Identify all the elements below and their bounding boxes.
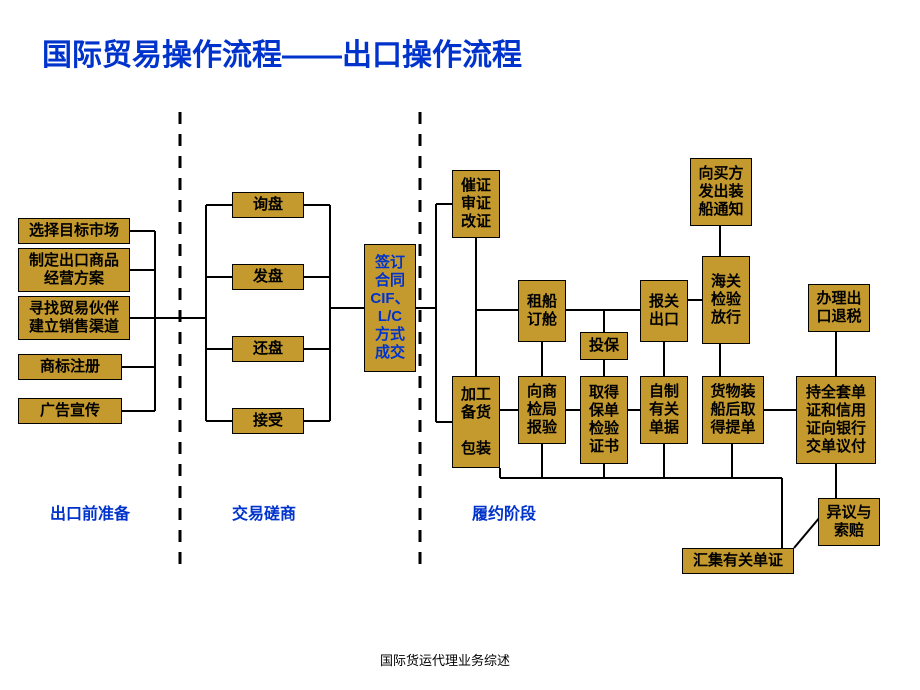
flowchart-node-f4: 向商 检局 报验 — [518, 376, 566, 444]
flowchart-node-n3: 还盘 — [232, 336, 304, 362]
flowchart-node-p5: 广告宣传 — [18, 398, 122, 424]
phase-label-0: 出口前准备 — [50, 500, 130, 524]
flowchart-node-f10: 向买方 发出装 船通知 — [690, 158, 752, 226]
flowchart-node-f15: 异议与 索赔 — [818, 498, 880, 546]
flowchart-node-f1: 催证 审证 改证 — [452, 170, 500, 238]
flowchart-node-contract: 签订 合同 CIF、 L/C 方式 成交 — [364, 244, 416, 372]
footer-text: 国际货运代理业务综述 — [380, 650, 510, 669]
flowchart-node-f9: 海关 检验 放行 — [702, 256, 750, 344]
flowchart-node-f8: 自制 有关 单据 — [640, 376, 688, 444]
flowchart-node-n2: 发盘 — [232, 264, 304, 290]
page-title: 国际贸易操作流程——出口操作流程 — [42, 30, 522, 74]
connector-layer — [0, 0, 920, 690]
flowchart-node-p3: 寻找贸易伙伴 建立销售渠道 — [18, 296, 130, 340]
flowchart-node-f5: 投保 — [580, 332, 628, 360]
phase-label-1: 交易磋商 — [232, 500, 296, 524]
flowchart-node-n1: 询盘 — [232, 192, 304, 218]
flowchart-node-f2: 加工 备货 包装 — [452, 376, 500, 468]
flowchart-node-p4: 商标注册 — [18, 354, 122, 380]
flowchart-node-p1: 选择目标市场 — [18, 218, 130, 244]
flowchart-node-f14: 汇集有关单证 — [682, 548, 794, 574]
flowchart-node-p2: 制定出口商品 经营方案 — [18, 248, 130, 292]
phase-label-2: 履约阶段 — [472, 500, 536, 524]
flowchart-node-f12: 办理出 口退税 — [808, 284, 870, 332]
flowchart-node-n4: 接受 — [232, 408, 304, 434]
flowchart-node-f6: 取得 保单 检验 证书 — [580, 376, 628, 464]
flowchart-node-f11: 货物装 船后取 得提单 — [702, 376, 764, 444]
flowchart-node-f3: 租船 订舱 — [518, 280, 566, 342]
flowchart-node-f13: 持全套单 证和信用 证向银行 交单议付 — [796, 376, 876, 464]
flowchart-node-f7: 报关 出口 — [640, 280, 688, 342]
